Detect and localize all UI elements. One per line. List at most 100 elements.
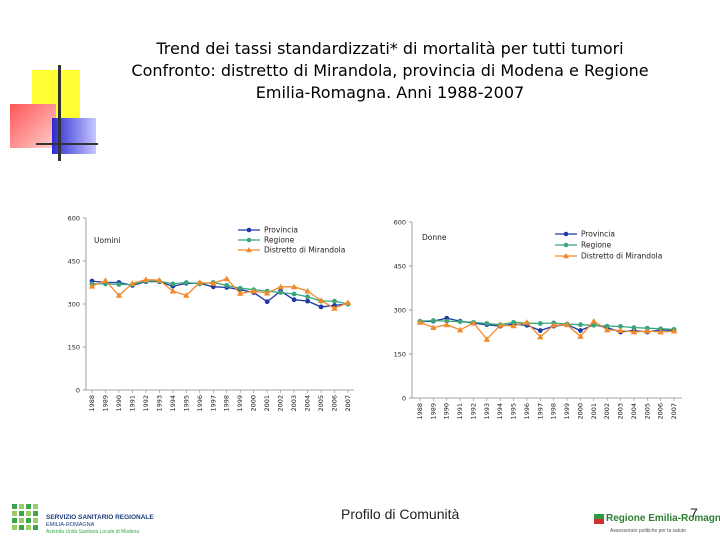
data-point [618,324,623,329]
asl-logo-line-1: SERVIZIO SANITARIO REGIONALE [46,514,154,521]
data-point [264,299,270,305]
y-tick-label: 600 [394,219,406,227]
footer-title: Profilo di Comunità [341,506,460,522]
data-point [290,283,298,290]
data-point [224,282,230,288]
legend-swatch-marker [563,242,569,248]
title-line-2: Confronto: distretto di Mirandola, provi… [131,61,649,80]
data-point [523,319,531,325]
y-tick-label: 450 [68,258,80,266]
data-point [483,336,491,342]
y-tick-label: 0 [402,395,406,403]
data-point [305,294,310,300]
data-point [630,328,638,335]
legend-swatch-marker [246,247,252,253]
data-point [331,305,338,311]
regione-logo-tagline: Assessorato politiche per la salute [610,528,686,534]
legend-entry-label: Provincia [264,226,298,235]
decor-horizontal-line [36,143,98,145]
data-point [537,333,544,340]
x-tick-label: 2007 [344,395,352,412]
data-point [142,276,150,283]
x-tick-label: 1999 [236,395,244,412]
data-point [115,292,123,298]
x-tick-label: 1989 [101,395,109,412]
data-point [563,321,571,328]
data-point [88,283,96,289]
data-point [183,292,190,298]
y-tick-label: 450 [394,263,406,271]
data-point [291,291,297,297]
page-number: 7 [690,505,698,521]
chart-donne: 0 150 300 450 600 1988 1989 1990 1991 1992 1993 199… [394,219,682,420]
data-point [658,326,664,332]
y-tick-label: 300 [68,301,80,309]
x-tick-label: 1991 [128,395,136,412]
data-point [250,287,257,294]
data-point [430,318,436,323]
data-point [263,289,271,296]
legend-swatch-marker [563,253,569,259]
x-tick-label: 1995 [182,395,190,412]
x-tick-label: 1992 [469,403,477,420]
data-point [578,322,583,328]
x-tick-label: 2001 [590,403,598,420]
data-point [317,297,325,303]
data-point [344,299,352,305]
y-tick-label: 150 [394,351,406,359]
data-point [183,280,189,285]
data-point [497,322,504,328]
data-point [277,283,284,290]
x-tick-label: 2003 [290,395,298,412]
x-tick-label: 1994 [169,395,177,412]
data-point [416,319,424,325]
title-line-1: Trend dei tassi standardizzati* di morta… [156,39,624,58]
data-point [443,321,450,328]
asl-logo-line-3: Azienda Unità Sanitaria Locale di Modena [46,529,140,535]
x-tick-label: 1996 [196,395,204,412]
data-point [550,322,557,328]
series-line [91,278,349,310]
x-tick-label: 1990 [443,403,451,420]
decor-vertical-line [58,65,61,161]
data-point [537,321,543,326]
data-point [237,290,244,296]
x-tick-label: 1993 [483,403,491,420]
chart-unit-label: Donne [422,233,447,242]
data-point [537,328,543,333]
data-point [196,279,203,285]
data-point [456,326,464,333]
x-tick-label: 2002 [277,395,285,412]
regione-logo-name: Regione Emilia-Romagna [606,513,720,524]
regione-emilia-romagna-logo: Regione Emilia-Romagna Assessorato polit… [592,512,720,538]
x-tick-label: 2006 [331,395,339,412]
data-point [237,285,243,291]
x-tick-label: 2002 [603,403,611,420]
data-point [430,324,437,330]
regione-logo-mark-icon [594,514,604,524]
chart-uomini: 0 150 300 450 600 1988 1989 1990 1991 1992 1993 199… [68,215,354,412]
y-tick-label: 600 [68,215,80,223]
chart-unit-label: Uomini [94,236,120,245]
x-tick-label: 1991 [456,403,464,420]
data-point [444,318,450,324]
data-point [510,322,517,329]
data-point [603,326,611,333]
x-tick-label: 2006 [657,403,665,420]
x-tick-label: 1997 [209,395,217,412]
legend-entry-label: Regione [581,241,612,250]
x-tick-label: 2000 [576,403,584,420]
data-point [278,290,284,295]
data-point [156,277,163,283]
title-line-3: Emilia-Romagna. Anni 1988-2007 [255,83,525,102]
data-point [169,287,177,294]
data-point [210,280,217,286]
data-point [631,325,637,330]
data-point [457,319,463,325]
legend-swatch-marker [246,227,252,233]
y-tick-label: 150 [68,344,80,352]
legend-entry-label: Distretto di Mirandola [581,252,662,261]
asl-modena-logo: SERVIZIO SANITARIO REGIONALE EMILIA-ROMA… [10,500,170,536]
x-tick-label: 2004 [630,403,638,420]
data-point [590,317,597,324]
